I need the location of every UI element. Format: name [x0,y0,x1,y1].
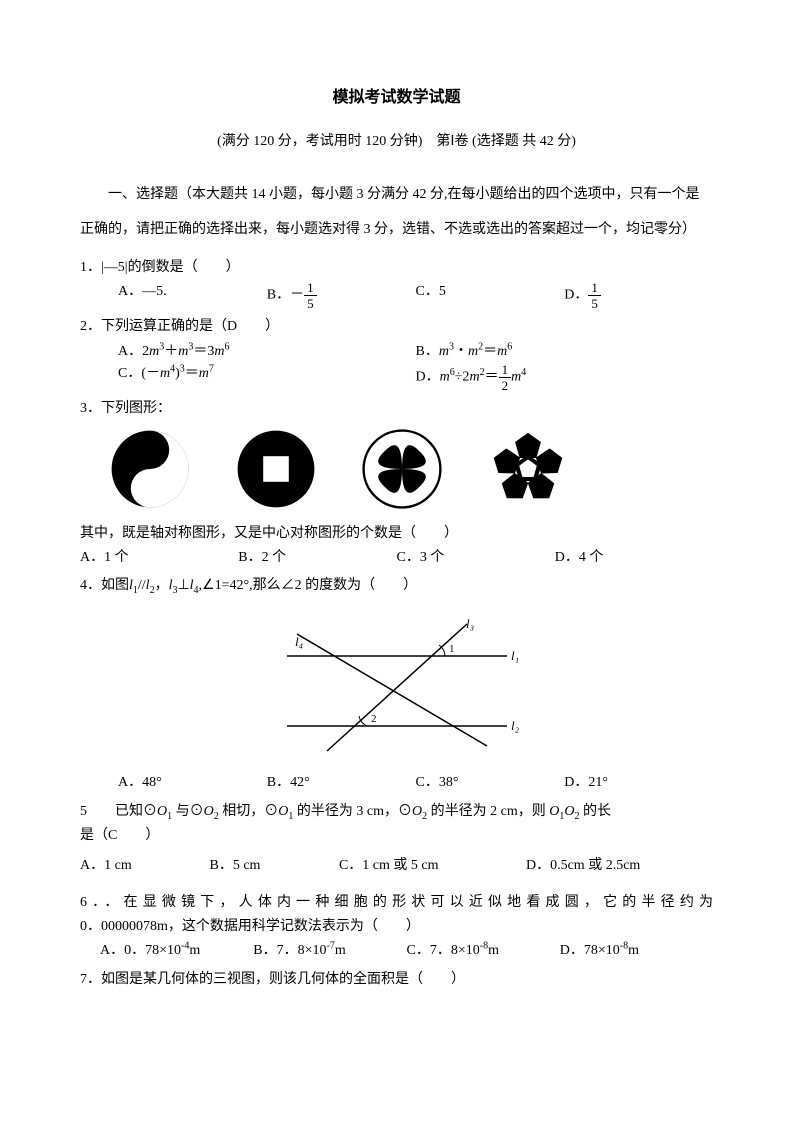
frac-1-2-icon: 12 [499,363,512,392]
frac-1-5-icon: 15 [588,281,601,310]
q1-opt-a: A．—5. [118,281,267,310]
q3-options: A．1 个 B．2 个 C．3 个 D．4 个 [80,547,713,569]
q4-diagram: 1 2 l₁ l₂ l₃ l₄ [80,616,713,764]
q4-opt-a: A．48° [118,772,267,794]
exam-page: 模拟考试数学试题 (满分 120 分，考试用时 120 分钟) 第Ⅰ卷 (选择题… [0,0,793,1122]
q2-stem: 2．下列运算正确的是（D ） [80,316,713,338]
section-intro: 一、选择题（本大题共 14 小题，每小题 3 分满分 42 分,在每小题给出的四… [80,177,713,247]
question-2: 2．下列运算正确的是（D ） A．2m3＋m3＝3m6 B．m3・m2＝m6 C… [80,316,713,392]
q1-opt-c: C．5 [416,281,565,310]
q5-options: A．1 cm B．5 cm C．1 cm 或 5 cm D．0.5cm 或 2.… [80,855,713,877]
q1-opt-b: B．－15 [267,281,416,310]
q5-line2: 是（C ） [80,825,713,847]
q4-stem: 4．如图l1//l2，l3⊥l4,∠1=42°,那么∠2 的度数为（ ） [80,575,713,597]
q5-opt-a: A．1 cm [80,855,209,877]
page-title: 模拟考试数学试题 [80,85,713,111]
question-1: 1．|—5|的倒数是（ ） A．—5. B．－15 C．5 D．15 [80,257,713,310]
q6-line1: 6．．在显微镜下，人体内一种细胞的形状可以近似地看成圆，它的半径约为 [80,892,713,914]
question-7: 7．如图是某几何体的三视图，则该几何体的全面积是（ ） [80,969,713,991]
q6-line2: 0．00000078m，这个数据用科学记数法表示为（ ） [80,916,713,938]
q3-stem: 3．下列图形： [80,398,713,420]
q6-opt-b: B．7．8×10-7m [253,940,406,962]
q1-d-prefix: D． [564,288,588,303]
question-4: 4．如图l1//l2，l3⊥l4,∠1=42°,那么∠2 的度数为（ ） 1 2 [80,575,713,794]
q2-opt-a: A．2m3＋m3＝3m6 [118,341,416,363]
question-3: 3．下列图形： [80,398,713,569]
q3-stem2: 其中，既是轴对称图形，又是中心对称图形的个数是（ ） [80,523,713,545]
swirl-icon [110,429,190,509]
question-6: 6．．在显微镜下，人体内一种细胞的形状可以近似地看成圆，它的半径约为 0．000… [80,892,713,963]
q6-options: A．0．78×10-4m B．7．8×10-7m C．7．8×10-8m D．7… [100,940,713,962]
svg-text:l₁: l₁ [511,648,519,663]
svg-text:l₄: l₄ [295,634,304,649]
lines-diagram-icon: 1 2 l₁ l₂ l₃ l₄ [267,616,527,756]
q4-opt-c: C．38° [416,772,565,794]
q2-opt-d: D．m6÷2m2＝12m4 [416,363,714,392]
pentagon-ring-icon [488,429,568,509]
svg-text:l₂: l₂ [511,718,520,733]
q1-opt-d: D．15 [564,281,713,310]
q5-opt-b: B．5 cm [209,855,338,877]
question-5: 5 已知⊙O1 与⊙O2 相切，⊙O1 的半径为 3 cm，⊙O2 的半径为 2… [80,801,713,878]
q1-stem: 1．|—5|的倒数是（ ） [80,257,713,279]
q4-opt-d: D．21° [564,772,713,794]
q3-opt-b: B．2 个 [238,547,396,569]
coin-icon [236,429,316,509]
page-subtitle: (满分 120 分，考试用时 120 分钟) 第Ⅰ卷 (选择题 共 42 分) [80,131,713,153]
q1-b-prefix: B．－ [267,288,304,303]
q4-options: A．48° B．42° C．38° D．21° [118,772,713,794]
q5-line1: 5 已知⊙O1 与⊙O2 相切，⊙O1 的半径为 3 cm，⊙O2 的半径为 2… [80,801,713,823]
q3-opt-d: D．4 个 [555,547,713,569]
q4-opt-b: B．42° [267,772,416,794]
svg-text:2: 2 [371,713,377,725]
q2-opt-b: B．m3・m2＝m6 [416,341,714,363]
q5-opt-c: C．1 cm 或 5 cm [339,855,526,877]
q5-opt-d: D．0.5cm 或 2.5cm [526,855,713,877]
svg-text:l₃: l₃ [466,616,474,631]
q6-opt-a: A．0．78×10-4m [100,940,253,962]
q3-shapes [110,429,713,509]
q2-options-row1: A．2m3＋m3＝3m6 B．m3・m2＝m6 [118,341,713,363]
svg-text:1: 1 [449,643,455,655]
q2-options-row2: C．(－m4)3＝m7 D．m6÷2m2＝12m4 [118,363,713,392]
q1-options: A．—5. B．－15 C．5 D．15 [118,281,713,310]
q6-opt-d: D．78×10-8m [560,940,713,962]
petals-icon [362,429,442,509]
q2-opt-c: C．(－m4)3＝m7 [118,363,416,392]
q3-opt-a: A．1 个 [80,547,238,569]
frac-1-5-icon: 15 [304,281,317,310]
q7-stem: 7．如图是某几何体的三视图，则该几何体的全面积是（ ） [80,969,713,991]
q6-opt-c: C．7．8×10-8m [407,940,560,962]
q3-opt-c: C．3 个 [397,547,555,569]
